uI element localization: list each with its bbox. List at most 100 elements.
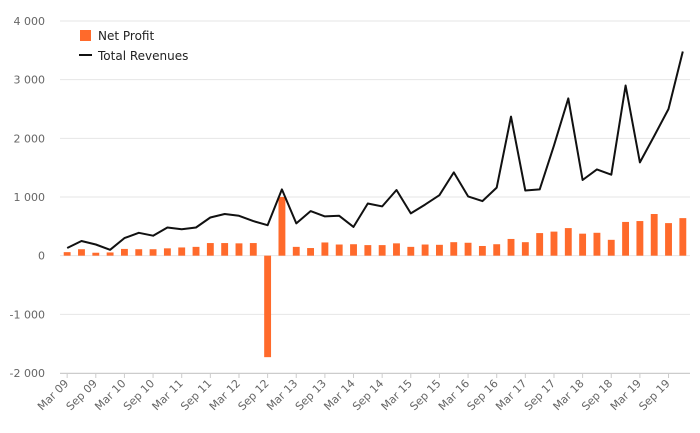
net-profit-bar[interactable] [63, 252, 71, 256]
net-profit-bar[interactable] [149, 249, 157, 256]
total-revenues-point[interactable] [450, 168, 458, 176]
total-revenues-point[interactable] [292, 219, 300, 227]
total-revenues-point[interactable] [407, 209, 415, 217]
total-revenues-point[interactable] [364, 199, 372, 207]
total-revenues-point[interactable] [92, 241, 100, 249]
net-profit-bar[interactable] [564, 228, 572, 256]
y-tick-label: 1 000 [14, 191, 46, 204]
net-profit-bar[interactable] [350, 244, 357, 256]
total-revenues-point[interactable] [335, 212, 343, 220]
net-profit-bar[interactable] [407, 246, 415, 256]
net-profit-bar[interactable] [493, 244, 501, 256]
net-profit-bar[interactable] [593, 232, 601, 256]
net-profit-bar[interactable] [307, 248, 315, 256]
net-profit-bar[interactable] [92, 252, 100, 256]
net-profit-bar[interactable] [464, 242, 472, 256]
net-profit-bar[interactable] [521, 242, 529, 256]
net-profit-bar[interactable] [292, 246, 300, 256]
net-profit-bar[interactable] [264, 255, 272, 358]
gridlines [60, 20, 690, 374]
total-revenues-line[interactable] [66, 51, 684, 251]
net-profit-bar[interactable] [235, 243, 243, 256]
net-profit-bar[interactable] [221, 243, 229, 256]
total-revenues-point[interactable] [106, 246, 114, 254]
net-profit-bar[interactable] [78, 249, 85, 256]
total-revenues-point[interactable] [564, 94, 572, 102]
total-revenues-legend-label: Total Revenues [97, 49, 188, 63]
net-profit-bar[interactable] [478, 245, 486, 256]
total-revenues-point[interactable] [665, 105, 673, 113]
net-profit-bar[interactable] [206, 243, 214, 256]
total-revenues-point[interactable] [550, 141, 558, 149]
total-revenues-point[interactable] [493, 184, 501, 192]
total-revenues-point[interactable] [163, 224, 171, 232]
net-profit-bar[interactable] [550, 231, 558, 256]
net-profit-bar[interactable] [178, 247, 186, 256]
total-revenues-point[interactable] [378, 202, 386, 210]
net-profit-bar[interactable] [393, 243, 400, 256]
total-revenues-point[interactable] [421, 201, 429, 209]
total-revenues-point[interactable] [478, 197, 486, 205]
total-revenues-point[interactable] [235, 212, 243, 220]
total-revenues-point[interactable] [435, 191, 443, 199]
total-revenues-point[interactable] [178, 225, 186, 233]
net-profit-bar[interactable] [321, 242, 329, 256]
total-revenues-point[interactable] [221, 210, 229, 218]
net-profit-bar[interactable] [135, 249, 143, 256]
total-revenues-point[interactable] [607, 171, 615, 179]
total-revenues-point[interactable] [206, 214, 214, 222]
x-tick-label: Mar 12 [207, 377, 243, 413]
total-revenues-point[interactable] [507, 113, 515, 121]
total-revenues-point[interactable] [392, 186, 400, 194]
net-profit-bar[interactable] [679, 218, 687, 256]
total-revenues-point[interactable] [622, 82, 630, 90]
net-profit-bar[interactable] [435, 244, 443, 256]
legend-item-total-revenues[interactable]: Total Revenues [79, 49, 188, 63]
total-revenues-point[interactable] [321, 212, 329, 220]
net-profit-bar[interactable] [249, 243, 257, 256]
total-revenues-point[interactable] [350, 223, 358, 231]
net-profit-bar[interactable] [579, 233, 587, 256]
total-revenues-point[interactable] [63, 244, 71, 252]
net-profit-bar[interactable] [622, 221, 630, 256]
total-revenues-point[interactable] [593, 165, 601, 173]
total-revenues-point[interactable] [120, 234, 128, 242]
net-profit-bar[interactable] [607, 239, 615, 256]
net-profit-bar[interactable] [120, 248, 128, 256]
total-revenues-point[interactable] [249, 217, 257, 225]
x-tick-label: Mar 09 [35, 377, 71, 413]
total-revenues-point[interactable] [636, 158, 644, 166]
x-tick-label: Sep 18 [579, 377, 615, 413]
total-revenues-point[interactable] [579, 176, 587, 184]
net-profit-bar[interactable] [192, 246, 200, 256]
net-profit-legend-label: Net Profit [98, 29, 154, 43]
net-profit-bar[interactable] [378, 245, 386, 256]
net-profit-bar[interactable] [335, 244, 343, 256]
net-profit-bar[interactable] [650, 214, 658, 256]
y-tick-label: 0 [38, 250, 45, 263]
net-profit-bar[interactable] [507, 238, 515, 256]
total-revenues-point[interactable] [464, 192, 472, 200]
net-profit-bar[interactable] [106, 252, 114, 256]
total-revenues-point[interactable] [278, 185, 286, 193]
total-revenues-point[interactable] [307, 207, 315, 215]
net-profit-bar[interactable] [636, 221, 644, 256]
net-profit-bar[interactable] [278, 197, 286, 256]
net-profit-bar[interactable] [163, 248, 171, 256]
total-revenues-point[interactable] [192, 224, 200, 232]
total-revenues-point[interactable] [264, 221, 272, 229]
total-revenues-point[interactable] [77, 237, 85, 245]
net-profit-bar[interactable] [536, 233, 544, 256]
net-profit-bar[interactable] [665, 223, 672, 256]
total-revenues-point[interactable] [679, 48, 687, 56]
total-revenues-point[interactable] [521, 187, 529, 195]
total-revenues-point[interactable] [135, 229, 143, 237]
net-profit-bar[interactable] [450, 242, 458, 256]
legend-item-net-profit[interactable]: Net Profit [80, 29, 154, 43]
total-revenues-point[interactable] [149, 232, 157, 240]
total-revenues-point[interactable] [650, 132, 658, 140]
x-tick-label: Mar 16 [436, 377, 472, 413]
total-revenues-point[interactable] [536, 185, 544, 193]
net-profit-bar[interactable] [421, 244, 429, 256]
net-profit-bar[interactable] [364, 245, 372, 256]
